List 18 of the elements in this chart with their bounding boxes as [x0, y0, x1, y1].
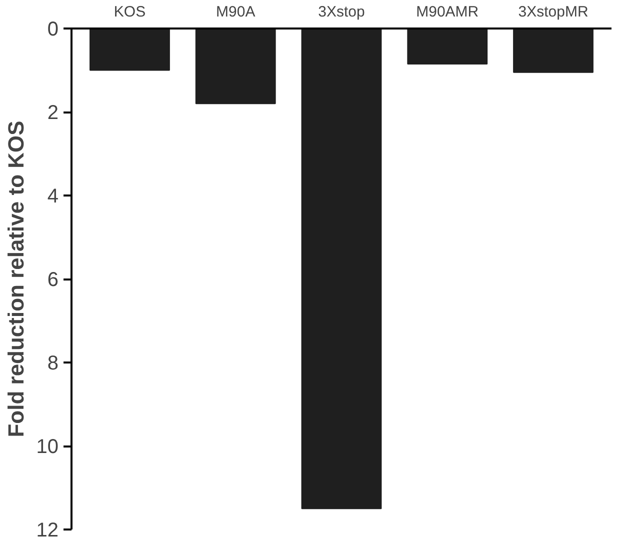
x-tick-label: KOS: [114, 4, 146, 20]
y-tick-label: 2: [47, 102, 58, 124]
y-tick-label: 8: [47, 352, 58, 374]
x-tick-label: 3XstopMR: [518, 4, 588, 20]
y-axis-title: Fold reduction relative to KOS: [3, 120, 28, 438]
bar: [195, 28, 276, 104]
bar: [90, 28, 170, 71]
x-tick-label: M90AMR: [416, 4, 479, 20]
x-tick-label: 3Xstop: [318, 4, 365, 20]
y-tick-label: 10: [36, 436, 59, 458]
bar: [407, 28, 488, 64]
y-tick-label: 0: [47, 18, 58, 40]
x-tick-label: M90A: [216, 4, 256, 20]
y-tick-label: 12: [36, 520, 59, 539]
bar: [513, 28, 594, 73]
bar: [301, 28, 382, 510]
y-tick-label: 6: [47, 269, 58, 291]
y-tick-label: 4: [47, 186, 58, 208]
